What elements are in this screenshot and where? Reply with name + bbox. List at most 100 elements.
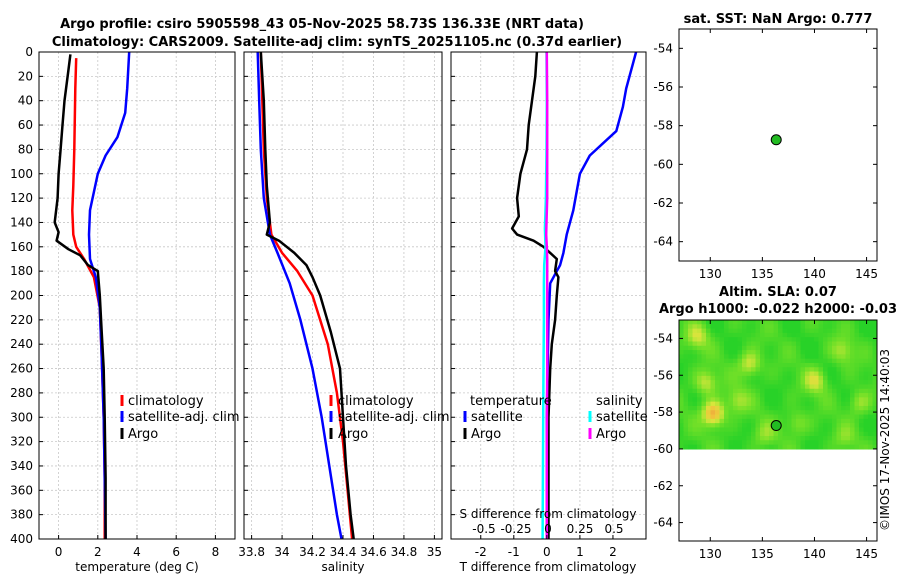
heatmap-cell [701,436,707,441]
heatmap-cell [683,410,689,416]
heatmap-cell [805,431,811,437]
heatmap-cell [836,341,842,347]
heatmap-cell [701,320,707,325]
heatmap-cell [809,380,815,386]
heatmap-cell [746,401,752,407]
heatmap-cell [683,328,689,334]
heatmap-cell [692,393,698,398]
heatmap-cell [782,371,788,377]
heatmap-cell [746,405,752,411]
heatmap-cell [688,367,694,373]
heatmap-cell [823,405,829,411]
heatmap-cell [688,358,694,364]
heatmap-cell [715,371,721,377]
heatmap-cell [701,375,707,381]
heatmap-cell [782,423,788,429]
heatmap-cell [742,367,748,373]
heatmap-cell [688,328,694,334]
heatmap-cell [719,440,725,446]
heatmap-cell [724,384,730,390]
heatmap-cell [796,345,802,351]
heatmap-cell [800,375,806,381]
heatmap-cell [701,414,707,420]
series-line-temperature-satellite [545,51,638,539]
heatmap-cell [764,444,770,450]
heatmap-cell [832,367,838,373]
heatmap-cell [778,345,784,351]
heatmap-cell [850,401,856,407]
heatmap-cell [863,358,869,364]
heatmap-cell [737,440,743,446]
heatmap-cell [719,388,725,394]
heatmap-cell [859,427,865,433]
heatmap-cell [710,332,716,338]
heatmap-cell [854,418,860,424]
heatmap-cell [746,375,752,381]
heatmap-cell [814,410,820,416]
heatmap-cell [832,337,838,343]
xtick-label: 34 [274,545,289,559]
heatmap-cell [809,418,815,424]
heatmap-cell [836,358,842,364]
heatmap-cell [773,345,779,351]
heatmap-cell [796,367,802,373]
heatmap-cell [787,350,793,355]
heatmap-cell [692,358,698,364]
heatmap-cell [688,414,694,420]
heatmap-cell [845,341,851,347]
heatmap-cell [742,405,748,411]
heatmap-cell [805,332,811,338]
heatmap-cell [854,332,860,338]
heatmap-cell [832,345,838,351]
heatmap-cell [859,440,865,446]
heatmap-cell [710,410,716,416]
heatmap-cell [832,328,838,334]
heatmap-cell [742,337,748,343]
heatmap-cell [706,358,712,364]
heatmap-cell [854,427,860,433]
heatmap-cell [872,414,877,420]
heatmap-cell [728,427,734,433]
heatmap-cell [751,410,757,416]
heatmap-cell [800,328,806,334]
heatmap-cell [742,380,748,386]
heatmap-cell [769,405,775,411]
heatmap-cell [827,401,833,407]
heatmap-cell [760,397,766,403]
legend-label-sal-argo: Argo [596,427,626,442]
heatmap-cell [706,332,712,338]
series-line-argo [259,51,355,540]
xtick-label: -1 [508,545,520,559]
heatmap-cell [710,397,716,403]
heatmap-cell [854,375,860,381]
heatmap-cell [692,324,698,330]
heatmap-cell [868,427,874,433]
heatmap-cell [773,384,779,390]
top-axis-label: -0.5 [472,522,495,536]
heatmap-cell [688,393,694,398]
heatmap-cell [854,431,860,437]
heatmap-cell [679,337,685,343]
heatmap-cell [868,384,874,390]
heatmap-cell [850,397,856,403]
legend-label-sal-satellite: satellite [596,410,648,425]
heatmap-cell [827,332,833,338]
xtick-label: 6 [172,545,180,559]
heatmap-cell [841,367,847,373]
heatmap-cell [733,401,739,407]
ytick-label: 140 [10,215,33,229]
heatmap-cell [845,444,851,450]
heatmap-cell [845,393,851,398]
ytick-label: 240 [10,337,33,351]
heatmap-cell [683,341,689,347]
heatmap-cell [728,431,734,437]
heatmap-cell [728,380,734,386]
heatmap-cell [872,431,877,437]
heatmap-cell [737,423,743,429]
heatmap-cell [769,431,775,437]
heatmap-cell [787,384,793,390]
heatmap-cell [679,397,685,403]
heatmap-cell [710,375,716,381]
heatmap-cell [715,341,721,347]
heatmap-cell [872,440,877,446]
